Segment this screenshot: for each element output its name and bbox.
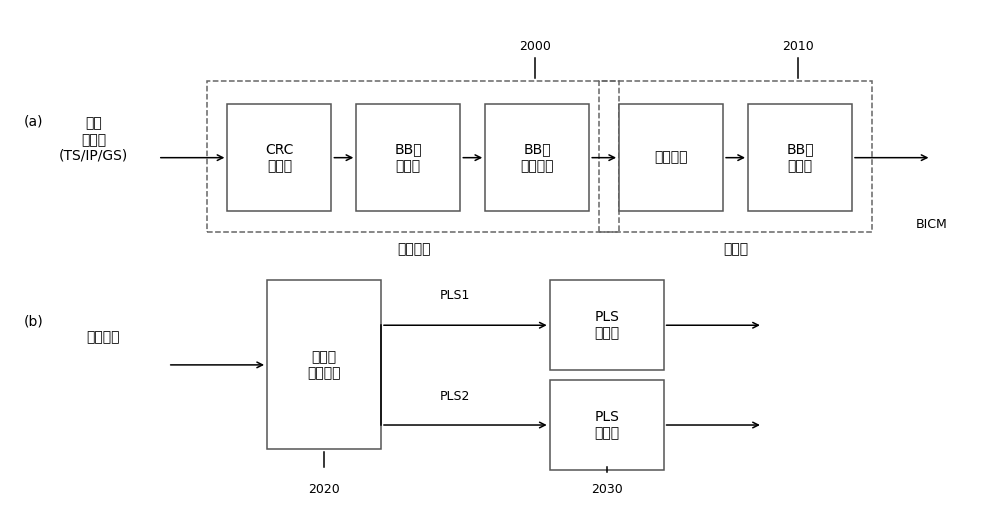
Bar bbox=[550, 280, 664, 370]
Text: BB帧
切片器: BB帧 切片器 bbox=[394, 142, 422, 173]
Text: 单个
输入流
(TS/IP/GS): 单个 输入流 (TS/IP/GS) bbox=[59, 116, 128, 163]
Text: 2010: 2010 bbox=[782, 40, 813, 53]
Text: PLS
加扰器: PLS 加扰器 bbox=[594, 410, 619, 440]
Bar bbox=[267, 280, 381, 449]
Text: PLS1: PLS1 bbox=[440, 289, 471, 302]
Text: PLS2: PLS2 bbox=[440, 391, 471, 404]
Text: 2000: 2000 bbox=[519, 40, 551, 53]
Text: (a): (a) bbox=[24, 115, 44, 129]
Text: 管理信息: 管理信息 bbox=[87, 330, 120, 344]
Text: 2030: 2030 bbox=[591, 483, 623, 496]
Text: CRC
编码器: CRC 编码器 bbox=[265, 142, 294, 173]
Bar bbox=[619, 104, 723, 212]
Bar bbox=[748, 104, 852, 212]
Bar bbox=[550, 380, 664, 470]
Text: BICM: BICM bbox=[916, 218, 947, 231]
Text: 2020: 2020 bbox=[309, 483, 340, 496]
Bar bbox=[227, 104, 331, 212]
Bar bbox=[599, 81, 872, 232]
Bar bbox=[356, 104, 460, 212]
Text: 填充插入: 填充插入 bbox=[654, 151, 688, 165]
Text: 模式适配: 模式适配 bbox=[397, 242, 430, 256]
Text: 流适配: 流适配 bbox=[723, 242, 749, 256]
Text: BB帧
报头插入: BB帧 报头插入 bbox=[520, 142, 554, 173]
Text: 物理层
信令生成: 物理层 信令生成 bbox=[307, 350, 341, 380]
Bar bbox=[207, 81, 619, 232]
Text: (b): (b) bbox=[24, 315, 44, 329]
Text: BB帧
加扰器: BB帧 加扰器 bbox=[786, 142, 814, 173]
Bar bbox=[485, 104, 589, 212]
Text: PLS
加扰器: PLS 加扰器 bbox=[594, 310, 619, 340]
